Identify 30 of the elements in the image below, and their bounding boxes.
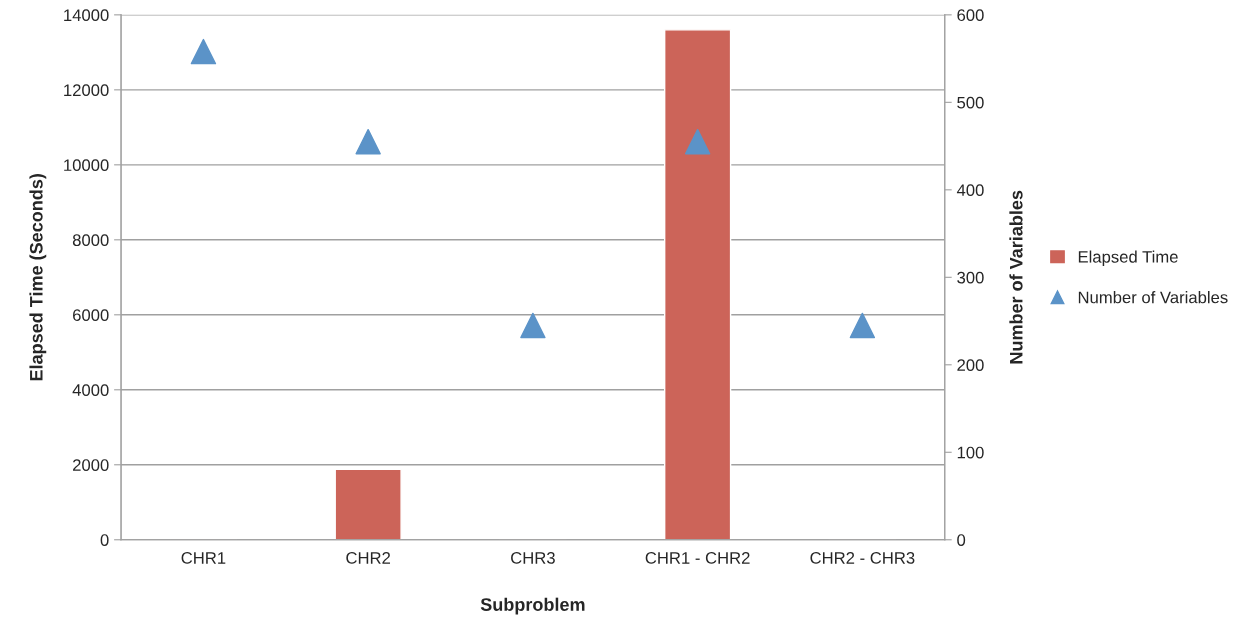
x-tick-label: CHR1 - CHR2 [645, 552, 750, 564]
x-tick-label: CHR2 [346, 552, 391, 564]
y2-tick-label: 600 [957, 9, 984, 22]
y-tick-label: 4000 [72, 384, 109, 396]
y2-tick-label: 300 [957, 271, 984, 284]
x-tick-label: CHR1 [181, 552, 226, 564]
y2-tick-label: 100 [957, 446, 984, 459]
y2-tick-label: 0 [957, 534, 966, 546]
y-axis-title: Elapsed Time (Seconds) [29, 174, 47, 381]
y-tick-label: 6000 [73, 309, 109, 322]
y2-tick-label: 400 [956, 184, 984, 197]
point [190, 38, 217, 65]
y-tick-label: 10000 [64, 159, 109, 172]
legend-label: Elapsed Time [1078, 250, 1178, 267]
legend-label: Number of Variables [1078, 291, 1228, 304]
y-tick-label: 12000 [64, 84, 109, 97]
y-tick-label: 8000 [72, 234, 109, 247]
y-tick-label: 14000 [64, 9, 109, 22]
point [684, 128, 711, 155]
y2-tick-label: 200 [957, 359, 984, 371]
point [520, 312, 546, 339]
y-tick-label: 0 [100, 534, 109, 546]
point [849, 312, 876, 339]
x-axis-title: Subproblem [480, 597, 585, 615]
y-tick-label: 2000 [73, 459, 109, 471]
x-tick-label: CHR2 - CHR3 [810, 552, 915, 564]
point [355, 128, 381, 155]
x-tick-label: CHR3 [511, 552, 555, 564]
y2-axis-title: Number of Variables [1009, 190, 1023, 364]
y2-tick-label: 500 [957, 96, 984, 109]
